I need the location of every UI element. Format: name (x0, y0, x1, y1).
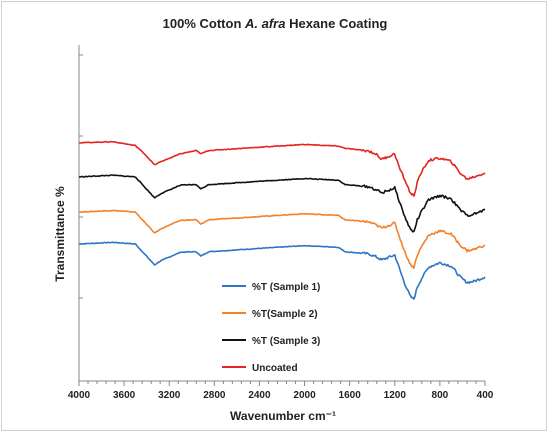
chart-title: 100% Cotton A. afra Hexane Coating (163, 16, 388, 31)
x-tick-label: 3600 (113, 390, 136, 401)
series-lines (78, 140, 486, 300)
series-line (78, 140, 486, 197)
legend-label: %T (Sample 1) (252, 282, 320, 293)
y-axis (78, 45, 83, 381)
x-axis-label: Wavenumber cm⁻¹ (230, 409, 336, 423)
x-tick-label: 400 (477, 390, 494, 401)
x-tick-label: 1600 (339, 390, 362, 401)
x-tick-label: 2000 (293, 390, 316, 401)
x-tick-label: 2400 (248, 390, 271, 401)
series-line (78, 209, 486, 269)
legend: %T (Sample 1) %T(Sample 2) %T (Sample 3) Un… (222, 282, 320, 374)
x-tick-label: 3200 (158, 390, 181, 401)
x-tick-label: 2800 (203, 390, 226, 401)
legend-label: %T (Sample 3) (252, 336, 320, 347)
y-axis-label: Transmittance % (53, 186, 67, 282)
x-tick-label: 800 (432, 390, 449, 401)
x-tick-label: 1200 (384, 390, 407, 401)
series-line (78, 241, 486, 300)
x-tick-label: 4000 (68, 390, 91, 401)
x-axis: 4000 3600 3200 2800 2400 2000 1600 1200 800 400 (68, 380, 494, 401)
legend-label: %T(Sample 2) (252, 309, 318, 320)
legend-label: Uncoated (252, 363, 298, 374)
series-line (78, 174, 486, 233)
